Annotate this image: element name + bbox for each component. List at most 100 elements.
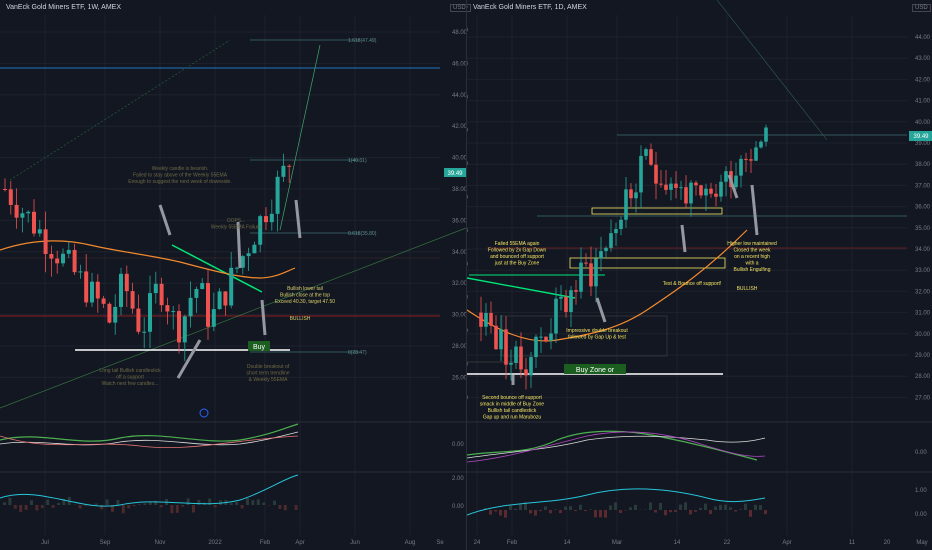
candle-body — [66, 249, 71, 254]
ind2-histogram-bar — [186, 498, 190, 505]
ind2-histogram-bar — [549, 510, 552, 514]
candle-body — [200, 283, 205, 289]
candle-body — [101, 298, 106, 304]
candle-body — [644, 149, 648, 156]
candle-body — [206, 283, 210, 327]
ind2-histogram-bar — [57, 502, 60, 505]
daily-55ema — [467, 229, 748, 342]
ind2-histogram-bar — [514, 508, 517, 510]
time-label: Sep — [100, 540, 111, 546]
candle-body — [78, 271, 83, 273]
annotation-test-bounce: Test & Bounce off support! — [663, 281, 722, 287]
candle-body — [49, 253, 54, 259]
time-label: 11 — [849, 540, 856, 546]
price-tick: 42.00 — [452, 124, 466, 130]
ind2-histogram-bar — [262, 502, 266, 505]
ind2-histogram-bar — [19, 505, 23, 513]
candle-body — [107, 303, 112, 323]
ind2-histogram-bar — [219, 500, 222, 505]
ind2-histogram-bar — [614, 502, 617, 510]
time-label: Jun — [350, 540, 360, 546]
candle-body — [287, 165, 292, 167]
price-tick: 36.00 — [915, 205, 931, 211]
fib-label: 1(40.31) — [348, 158, 367, 164]
ind2-histogram-bar — [30, 500, 33, 505]
right-chart-panel[interactable]: VanEck Gold Miners ETF, 1D, AMEX USD USD… — [466, 0, 932, 550]
time-label: Se — [436, 540, 444, 546]
ind2-histogram-bar — [509, 505, 512, 510]
left-chart-panel[interactable]: VanEck Gold Miners ETF, 1W, AMEX USD 48.… — [0, 0, 466, 550]
candle-body — [754, 147, 758, 161]
ind2-histogram-bar — [494, 510, 497, 512]
candle-body — [269, 213, 274, 223]
ind2-histogram-bar — [609, 505, 612, 510]
time-label: Mar — [612, 540, 622, 546]
ind2-histogram-bar — [181, 505, 185, 507]
ind2-tick: 2.00 — [452, 476, 464, 482]
ind2-histogram-bar — [564, 506, 567, 510]
ind2-histogram-bar — [283, 505, 287, 511]
candle-body — [559, 296, 563, 299]
upper-trendline — [9, 39, 231, 181]
time-label: Jul — [41, 540, 49, 546]
ind2-histogram-bar — [100, 505, 104, 510]
inner-price-tick: 38.00 — [467, 195, 469, 201]
ind2-histogram-bar — [699, 507, 702, 510]
candle-body — [165, 305, 170, 312]
candle-body — [604, 247, 608, 252]
ind2-histogram-bar — [569, 506, 572, 510]
candle-body — [494, 325, 498, 350]
price-tick: 28.00 — [915, 374, 931, 380]
inner-price-tick: 36.00 — [467, 228, 469, 234]
candle-body — [554, 298, 558, 334]
candle-body — [509, 362, 513, 365]
ind1-signal — [0, 431, 299, 446]
candle-body — [246, 253, 251, 257]
annotation-arrow — [595, 297, 607, 323]
candle-body — [594, 258, 598, 287]
price-tick: 44.00 — [915, 35, 931, 41]
time-label: 20 — [884, 540, 891, 546]
candle-body — [584, 262, 588, 264]
ind2-histogram-bar — [729, 507, 732, 510]
candle-body — [539, 336, 543, 338]
price-tick: 30.00 — [915, 332, 931, 338]
buy-zone-label: Buy Zone or — [576, 367, 615, 374]
candle-body — [514, 346, 518, 363]
candle-body — [739, 158, 743, 176]
support-box — [591, 207, 723, 215]
ind2-histogram-bar — [574, 510, 577, 511]
ind2-histogram-bar — [634, 504, 637, 510]
annotation-second-bounce: Second bounce off support smack in middle… — [480, 395, 544, 421]
price-tick: 27.00 — [915, 395, 931, 401]
candle-body — [574, 290, 578, 292]
left-chart-canvas[interactable]: 48.00 46.00 44.00 42.00 40.00 38.00 36.00 34.00… — [0, 0, 466, 550]
price-tick: 32.00 — [915, 289, 931, 295]
time-label: Apr — [295, 540, 304, 546]
price-tick: 42.00 — [915, 77, 931, 83]
annotation-higher-low: Higher low maintained Closed the week on a… — [727, 241, 777, 273]
candle-body — [749, 159, 753, 161]
candle-body — [684, 187, 688, 204]
price-tick: 44.00 — [452, 93, 466, 99]
annotation-arrow — [727, 174, 739, 199]
candle-body — [479, 312, 483, 327]
ind2-histogram-bar — [251, 500, 255, 505]
ind1-signal — [467, 435, 766, 459]
left-currency-badge: USD — [450, 4, 466, 12]
annotation-bullish: BULLISH — [290, 316, 311, 322]
right-chart-canvas[interactable]: 44.00 43.00 42.00 41.00 40.00 39.00 38.00 37.00… — [467, 0, 932, 550]
candle-body — [489, 312, 493, 326]
ind2-histogram-bar — [175, 505, 179, 513]
candle-body — [719, 181, 723, 197]
candle-body — [235, 267, 239, 269]
candle-body — [37, 229, 42, 234]
ind2-histogram-bar — [604, 510, 607, 518]
inner-price-tick: 46.00 — [467, 61, 469, 67]
ind2-histogram-bar — [714, 506, 717, 510]
candle-body — [153, 283, 158, 294]
ind2-histogram-bar — [499, 510, 502, 516]
ind2-histogram-bar — [13, 505, 17, 509]
annotation-bullish: BULLISH — [737, 286, 758, 292]
ind2-histogram-bar — [579, 504, 582, 510]
